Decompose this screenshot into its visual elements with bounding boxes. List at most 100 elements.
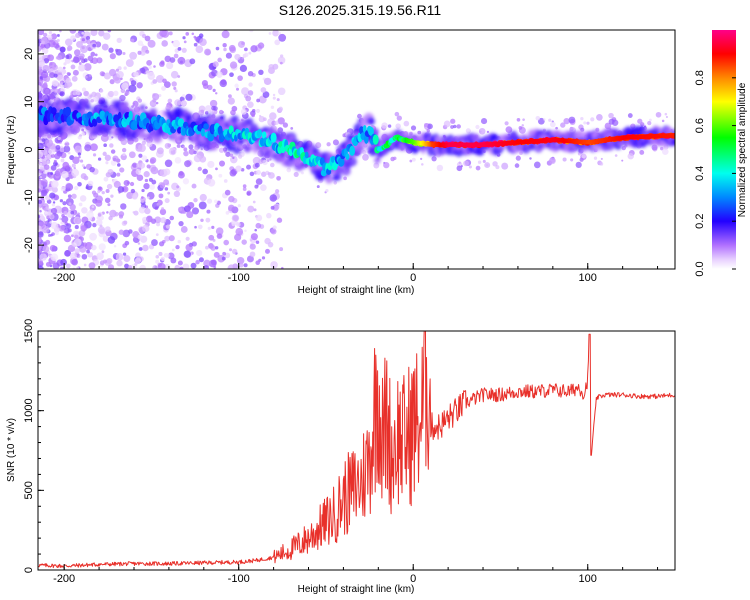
noise-dot	[270, 205, 275, 210]
noise-dot	[80, 132, 85, 137]
noise-dot	[63, 210, 68, 216]
ridge-core	[570, 138, 573, 144]
noise-dot	[49, 213, 55, 220]
noise-dot	[142, 244, 149, 252]
noise-dot	[505, 126, 513, 133]
noise-dot	[275, 189, 280, 194]
noise-dot	[46, 215, 50, 219]
ridge-core	[601, 138, 604, 143]
noise-dot	[97, 190, 101, 194]
ridge-core	[498, 141, 501, 146]
noise-dot	[163, 168, 171, 176]
noise-dot	[443, 120, 451, 128]
noise-dot	[237, 204, 241, 208]
noise-dot	[362, 154, 369, 161]
ridge-core	[419, 141, 423, 146]
noise-dot	[104, 197, 111, 204]
noise-dot	[237, 40, 245, 48]
noise-dot	[107, 90, 115, 98]
noise-dot	[199, 155, 207, 163]
noise-dot	[129, 181, 135, 187]
noise-dot	[163, 179, 170, 186]
ridge-core	[655, 133, 659, 139]
noise-dot	[38, 180, 42, 187]
ridge-core	[525, 139, 529, 144]
ridge-core	[563, 138, 566, 143]
noise-dot	[223, 47, 227, 52]
noise-dot	[78, 202, 83, 207]
noise-dot	[50, 172, 54, 175]
noise-dot	[40, 178, 48, 186]
noise-dot	[211, 225, 215, 230]
noise-dot	[163, 81, 171, 89]
noise-dot	[49, 220, 53, 224]
noise-dot	[190, 262, 197, 269]
noise-dot	[149, 184, 156, 190]
noise-dot	[104, 154, 111, 161]
noise-dot	[637, 118, 643, 124]
noise-dot	[50, 180, 59, 189]
noise-dot	[59, 30, 62, 33]
noise-dot	[583, 121, 587, 125]
halo-dot	[219, 114, 226, 121]
ridge-core	[461, 142, 464, 147]
noise-dot	[51, 203, 56, 207]
noise-dot	[38, 231, 44, 236]
noise-dot	[81, 164, 85, 168]
ridge-core	[644, 134, 647, 139]
noise-dot	[64, 57, 71, 64]
noise-dot	[202, 83, 209, 89]
ridge-core	[516, 140, 519, 145]
noise-dot	[92, 95, 99, 102]
noise-dot	[239, 262, 244, 268]
spectrogram-ridge	[38, 105, 675, 177]
noise-dot	[67, 244, 76, 253]
noise-dot	[207, 178, 216, 187]
noise-dot	[315, 142, 322, 149]
noise-dot	[52, 201, 56, 204]
noise-dot	[97, 157, 102, 161]
noise-dot	[195, 259, 200, 265]
noise-dot	[301, 171, 304, 175]
noise-dot	[237, 75, 243, 81]
noise-dot	[144, 178, 149, 183]
ridge-core	[612, 136, 615, 142]
ridge-core	[417, 140, 420, 146]
ridge-core	[598, 138, 601, 144]
noise-dot	[193, 42, 198, 47]
halo-dot	[245, 117, 254, 126]
noise-dot	[393, 156, 397, 161]
noise-dot	[255, 240, 260, 245]
noise-dot	[133, 137, 138, 143]
noise-dot	[50, 165, 57, 171]
noise-dot	[53, 159, 57, 163]
noise-dot	[62, 161, 70, 169]
halo-dot	[119, 100, 129, 110]
noise-dot	[240, 167, 245, 172]
noise-dot	[248, 82, 253, 87]
ridge-core	[431, 142, 434, 147]
ridge-core	[481, 142, 484, 147]
noise-dot	[216, 71, 223, 78]
noise-dot	[277, 31, 282, 36]
noise-dot	[185, 243, 193, 252]
ridge-core	[458, 142, 462, 147]
ridge-core	[583, 139, 586, 145]
noise-dot	[272, 96, 276, 100]
noise-dot	[55, 94, 59, 98]
noise-dot	[188, 148, 195, 155]
noise-dot	[87, 251, 94, 258]
noise-dot	[47, 134, 52, 139]
ridge-blob	[217, 125, 223, 136]
halo-dot	[173, 136, 180, 143]
noise-dot	[109, 209, 117, 218]
noise-dot	[590, 117, 595, 122]
noise-dot	[96, 252, 104, 260]
noise-dot	[102, 151, 107, 157]
noise-dot	[396, 115, 402, 121]
noise-dot	[159, 208, 167, 216]
noise-dot	[38, 265, 44, 269]
noise-dot	[596, 114, 603, 121]
noise-dot	[74, 145, 82, 153]
